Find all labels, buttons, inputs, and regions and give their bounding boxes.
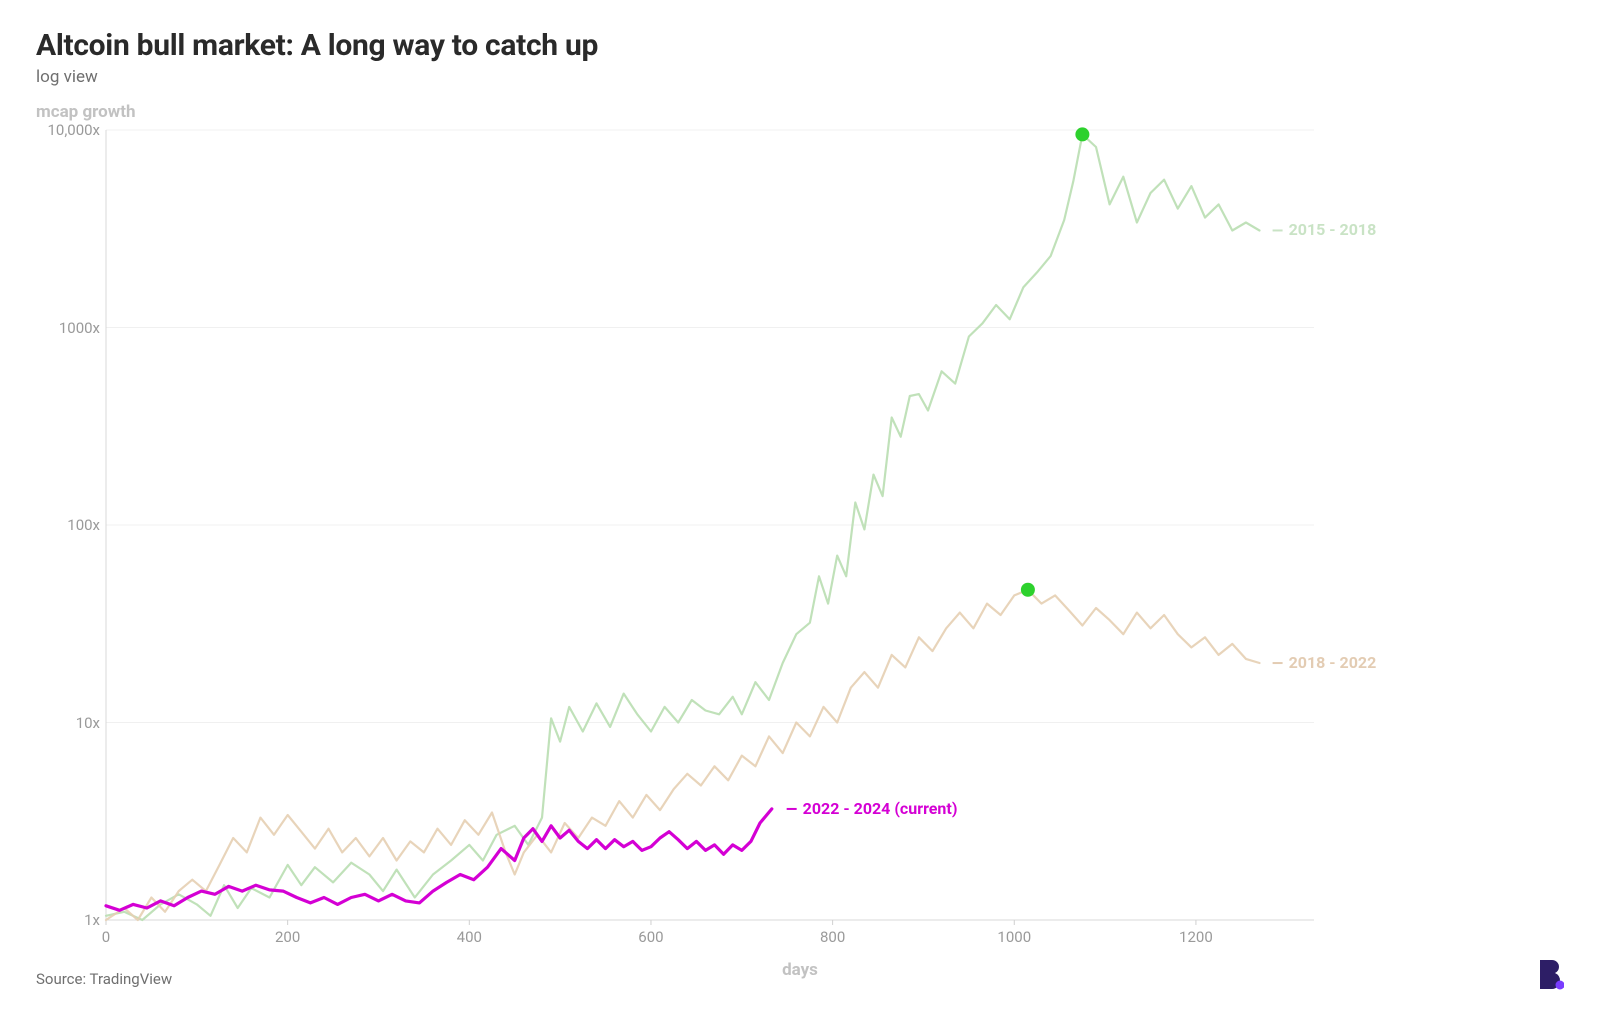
brand-logo-icon (1538, 958, 1564, 990)
series-label-s2015: 2015 - 2018 (1289, 220, 1377, 239)
series-label-s2018: 2018 - 2022 (1289, 653, 1377, 672)
y-tick-label: 10x (40, 714, 100, 732)
x-tick-label: 1200 (1179, 928, 1213, 946)
chart-subtitle: log view (36, 67, 1564, 87)
chart-plot-area: mcap growth days 1x10x100x1000x10,000x02… (36, 130, 1564, 920)
y-tick-label: 100x (40, 516, 100, 534)
y-axis-label: mcap growth (36, 102, 136, 122)
source-attribution: Source: TradingView (36, 970, 172, 988)
peak-marker-s2015 (1075, 127, 1089, 141)
chart-svg (36, 130, 1564, 920)
y-tick-label: 1000x (40, 319, 100, 337)
x-tick-label: 200 (275, 928, 300, 946)
x-axis-label: days (782, 960, 818, 980)
series-label-s2022: 2022 - 2024 (current) (803, 799, 958, 818)
x-tick-label: 800 (820, 928, 845, 946)
x-tick-label: 400 (457, 928, 482, 946)
y-tick-label: 1x (40, 911, 100, 929)
peak-marker-s2018 (1021, 583, 1035, 597)
chart-title: Altcoin bull market: A long way to catch… (36, 28, 1564, 63)
series-line-s2022 (106, 809, 772, 910)
x-tick-label: 0 (102, 928, 110, 946)
series-line-s2018 (106, 590, 1260, 920)
y-tick-label: 10,000x (40, 121, 100, 139)
series-line-s2015 (106, 134, 1260, 920)
x-tick-label: 1000 (997, 928, 1031, 946)
x-tick-label: 600 (638, 928, 663, 946)
